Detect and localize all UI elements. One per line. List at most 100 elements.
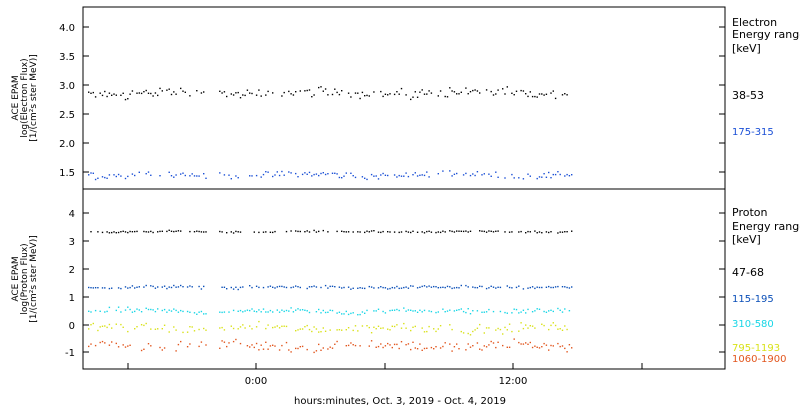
data-point — [88, 310, 90, 312]
data-point — [138, 92, 140, 94]
data-point — [380, 90, 382, 93]
data-point — [396, 91, 398, 93]
data-point — [117, 287, 120, 289]
data-point — [347, 327, 350, 329]
x-tick-label: 0:00 — [245, 376, 267, 387]
data-point — [520, 230, 522, 233]
data-point — [108, 287, 111, 290]
data-point — [306, 89, 308, 92]
data-point — [518, 177, 520, 179]
data-point — [159, 175, 161, 177]
data-point — [380, 343, 382, 345]
data-point — [177, 230, 180, 232]
data-point — [108, 323, 111, 326]
data-point — [145, 89, 147, 92]
data-point — [237, 288, 239, 291]
data-point — [228, 342, 230, 344]
data-point — [203, 231, 205, 233]
data-point — [525, 324, 527, 326]
data-point — [499, 286, 502, 289]
data-point — [460, 308, 462, 310]
data-point — [534, 95, 536, 98]
data-point — [299, 328, 301, 330]
data-point — [311, 175, 313, 177]
data-point — [506, 346, 508, 348]
data-point — [301, 328, 304, 330]
data-point — [306, 287, 308, 290]
data-point — [529, 91, 531, 93]
data-point — [435, 330, 437, 333]
data-point — [147, 171, 150, 173]
data-point — [134, 287, 136, 289]
data-point — [249, 92, 251, 94]
plot-frame — [82, 6, 726, 370]
data-point — [412, 341, 414, 343]
data-point — [242, 94, 244, 96]
data-point — [283, 325, 285, 327]
data-point — [292, 311, 295, 313]
data-point — [384, 174, 387, 176]
data-point — [168, 229, 170, 231]
data-point — [499, 328, 502, 331]
data-point — [308, 286, 311, 288]
data-point — [338, 176, 341, 179]
data-point — [527, 327, 529, 329]
data-point — [336, 329, 338, 331]
data-point — [168, 309, 170, 311]
data-point — [262, 231, 265, 233]
data-point — [92, 91, 94, 94]
data-point — [198, 328, 200, 331]
data-point — [249, 346, 251, 348]
data-point — [166, 311, 168, 313]
data-point — [511, 231, 513, 233]
data-point — [189, 326, 191, 328]
proton-ylabel: ACE EPAM — [11, 256, 21, 301]
data-point — [423, 347, 426, 350]
data-point — [462, 174, 465, 176]
data-point — [391, 309, 393, 311]
data-point — [272, 286, 274, 288]
data-point — [182, 90, 184, 92]
data-point — [226, 95, 228, 98]
data-point — [347, 286, 350, 288]
data-point — [387, 174, 389, 177]
data-point — [327, 94, 329, 96]
data-point — [396, 343, 398, 346]
data-point — [488, 308, 490, 311]
legend-entry: 1060-1900 — [732, 354, 787, 365]
data-point — [134, 230, 136, 233]
data-point — [203, 285, 205, 288]
data-point — [564, 93, 566, 95]
data-point — [391, 286, 393, 289]
data-point — [186, 331, 189, 333]
data-point — [384, 345, 387, 347]
data-point — [244, 94, 246, 97]
data-point — [242, 311, 244, 313]
data-point — [538, 231, 541, 233]
data-point — [481, 311, 483, 313]
data-point — [297, 230, 299, 233]
data-point — [336, 312, 338, 314]
data-point — [292, 94, 295, 96]
data-point — [198, 311, 200, 313]
data-point — [345, 172, 347, 174]
data-point — [97, 287, 99, 289]
data-point — [410, 329, 412, 332]
data-point — [345, 345, 347, 347]
data-point — [315, 350, 318, 352]
data-point — [495, 329, 497, 331]
data-point — [545, 231, 548, 233]
data-point — [483, 332, 485, 334]
data-point — [131, 311, 134, 313]
data-point — [370, 340, 373, 342]
data-point — [347, 92, 350, 94]
data-point — [566, 173, 568, 176]
legend-entry: 310-580 — [732, 319, 774, 330]
data-point — [428, 310, 430, 312]
data-point — [548, 349, 550, 351]
data-point — [568, 287, 571, 289]
data-point — [442, 230, 444, 232]
data-point — [315, 328, 318, 330]
electron-ylabel: ACE EPAM — [11, 75, 21, 120]
data-point — [479, 230, 481, 232]
